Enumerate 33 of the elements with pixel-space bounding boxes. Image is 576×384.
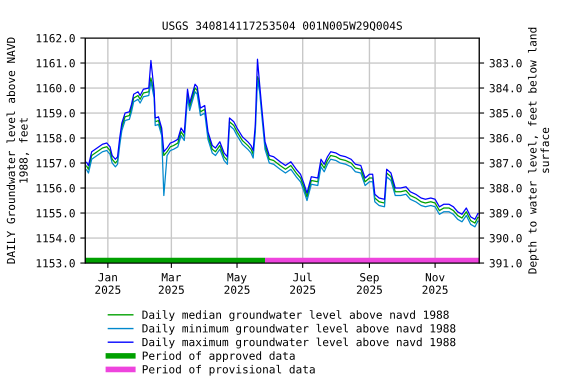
x-tick-label: Jul 2025 [290,272,316,294]
y-tick-label: 1156.0 [36,184,75,192]
legend-label: Daily maximum groundwater level above navd 1988 [142,338,456,348]
y2-tick-label: 387.0 [490,159,522,168]
y2-tick-label: 389.0 [490,209,522,218]
y2-tick-label: 388.0 [490,184,522,192]
legend-label: Daily median groundwater level above navd 1988 [142,310,449,322]
legend-label: Period of provisional data [142,364,315,376]
legend-label: Daily minimum groundwater level above navd 1988 [142,324,456,335]
y-tick-label: 1162.0 [36,34,75,42]
y2-tick-label: 384.0 [490,84,522,92]
x-tick-label: Jan 2025 [95,273,120,294]
y-tick-label: 1157.0 [36,159,75,168]
y2-tick-label: 385.0 [490,109,522,118]
chart-title: USGS 340814117253504 001N005W29Q004S [162,21,402,32]
y-tick-label: 1159.0 [36,109,75,118]
y-tick-label: 1160.0 [36,84,75,92]
y-tick-label: 1155.0 [36,209,75,218]
y2-tick-label: 390.0 [490,234,522,242]
x-tick-label: May 2025 [224,273,250,294]
y2-axis-title: Depth to water level, feet below land surface [528,28,550,274]
y-tick-label: 1161.0 [36,59,75,68]
y-tick-label: 1153.0 [36,259,75,268]
y-tick-label: 1154.0 [36,234,75,242]
y-tick-label: 1158.0 [36,134,75,142]
y2-tick-label: 386.0 [490,134,522,142]
x-tick-label: Nov 2025 [422,273,448,294]
x-tick-label: Sep 2025 [356,273,382,294]
y2-tick-label: 383.0 [490,59,522,68]
y-axis-title: DAILY Groundwater level above NAVD 1988, feet [6,37,30,264]
legend-label: Period of approved data [142,351,295,362]
x-tick-label: Mar 2025 [158,273,184,294]
y2-tick-label: 391.0 [490,259,522,268]
